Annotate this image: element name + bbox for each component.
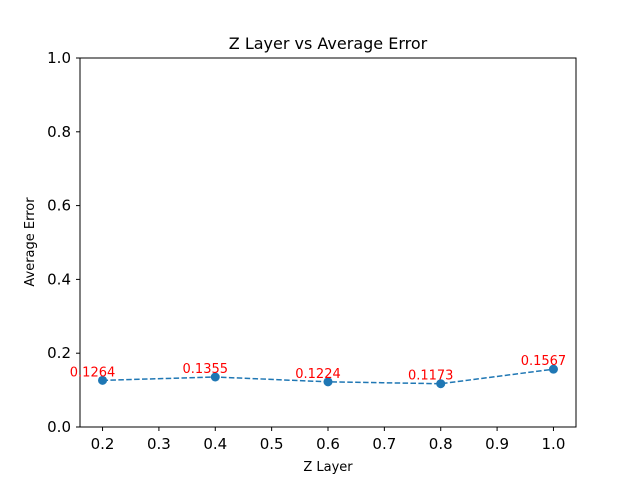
y-tick-label: 0.6: [47, 197, 71, 215]
x-tick-label: 0.4: [203, 435, 227, 453]
x-tick-label: 0.5: [260, 435, 284, 453]
y-tick-label: 0.2: [47, 344, 71, 362]
y-tick-label: 0.8: [47, 123, 71, 141]
data-label: 0.1264: [70, 365, 116, 380]
data-point: [210, 372, 220, 382]
y-tick-label: 0.0: [47, 418, 71, 436]
data-point: [98, 375, 108, 385]
x-tick-label: 0.3: [147, 435, 171, 453]
x-axis-label: Z Layer: [303, 460, 353, 475]
data-label: 0.1567: [521, 354, 567, 369]
data-point: [323, 377, 333, 387]
x-tick-label: 1.0: [542, 435, 566, 453]
data-label: 0.1224: [295, 367, 341, 382]
plot-area: 0.2 0.3 0.4 0.5 0.6 0.7 0.8 0.9 1.0 0.0 0.2 0.4 0.6 0…: [47, 49, 577, 453]
x-tick-label: 0.6: [316, 435, 340, 453]
y-tick-label: 0.4: [47, 270, 71, 288]
y-axis-label: Average Error: [23, 197, 38, 287]
x-tick-label: 0.9: [485, 435, 509, 453]
data-label: 0.1355: [183, 362, 229, 377]
y-tick-label: 1.0: [47, 49, 71, 67]
x-tick-label: 0.7: [372, 435, 396, 453]
data-point: [548, 364, 558, 374]
chart-title: Z Layer vs Average Error: [229, 34, 428, 53]
data-point: [436, 379, 446, 389]
x-tick-label: 0.8: [429, 435, 453, 453]
data-label: 0.1173: [408, 369, 454, 384]
x-tick-label: 0.2: [91, 435, 115, 453]
